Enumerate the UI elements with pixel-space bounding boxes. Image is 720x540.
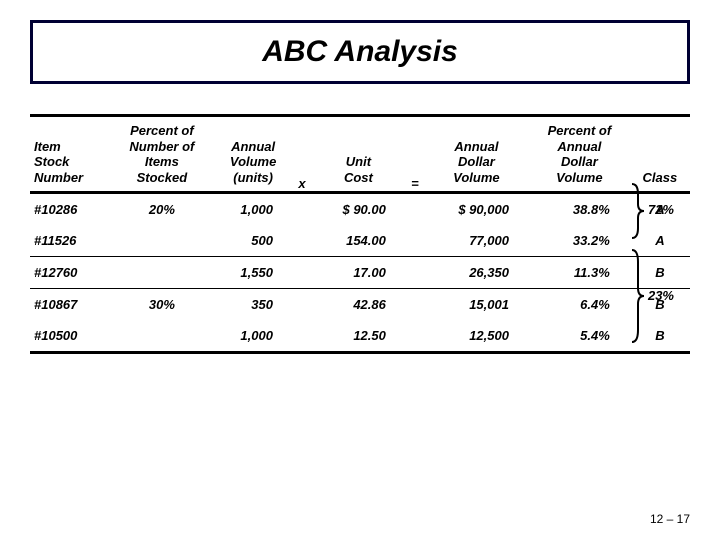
cell-x: [293, 193, 311, 226]
cell-volume: 1,550: [213, 257, 293, 289]
cell-pct-items: [110, 225, 213, 257]
cell-unit-cost: 42.86: [311, 289, 406, 321]
cell-x: [293, 257, 311, 289]
table-row: #10286 20% 1,000 $ 90.00 $ 90,000 38.8% …: [30, 193, 690, 226]
cell-pct-items: [110, 257, 213, 289]
cell-pct-items: [110, 320, 213, 353]
page-footer: 12 – 17: [650, 512, 690, 526]
cell-pct-dollar: 6.4%: [529, 289, 630, 321]
cell-stock: #10286: [30, 193, 110, 226]
cell-dollar-vol: 77,000: [424, 225, 529, 257]
cell-dollar-vol: 12,500: [424, 320, 529, 353]
table-wrap: ItemStockNumber Percent ofNumber ofItems…: [30, 114, 690, 354]
bracket-23-label: 23%: [648, 288, 674, 303]
cell-dollar-vol: 26,350: [424, 257, 529, 289]
cell-dollar-vol: 15,001: [424, 289, 529, 321]
cell-eq: [406, 257, 424, 289]
cell-eq: [406, 289, 424, 321]
cell-eq: [406, 193, 424, 226]
cell-stock: #10867: [30, 289, 110, 321]
table-row: #10867 30% 350 42.86 15,001 6.4% B: [30, 289, 690, 321]
table-row: #10500 1,000 12.50 12,500 5.4% B: [30, 320, 690, 353]
cell-unit-cost: 154.00: [311, 225, 406, 257]
cell-pct-dollar: 11.3%: [529, 257, 630, 289]
col-dollar-vol: AnnualDollarVolume: [424, 116, 529, 193]
col-x: x: [293, 116, 311, 193]
col-stock: ItemStockNumber: [30, 116, 110, 193]
bracket-72-label: 72%: [648, 202, 674, 217]
cell-unit-cost: 12.50: [311, 320, 406, 353]
cell-stock: #12760: [30, 257, 110, 289]
cell-x: [293, 320, 311, 353]
cell-volume: 1,000: [213, 320, 293, 353]
cell-pct-items: 30%: [110, 289, 213, 321]
bracket-72: [630, 182, 644, 243]
col-pct-dollar: Percent ofAnnualDollarVolume: [529, 116, 630, 193]
header-row: ItemStockNumber Percent ofNumber ofItems…: [30, 116, 690, 193]
cell-volume: 500: [213, 225, 293, 257]
col-volume: AnnualVolume(units): [213, 116, 293, 193]
cell-pct-dollar: 5.4%: [529, 320, 630, 353]
cell-volume: 1,000: [213, 193, 293, 226]
col-eq: =: [406, 116, 424, 193]
abc-table: ItemStockNumber Percent ofNumber ofItems…: [30, 114, 690, 354]
cell-dollar-vol: $ 90,000: [424, 193, 529, 226]
cell-eq: [406, 320, 424, 353]
cell-x: [293, 289, 311, 321]
cell-stock: #10500: [30, 320, 110, 353]
table-row: #11526 500 154.00 77,000 33.2% A: [30, 225, 690, 257]
title-box: ABC Analysis: [30, 20, 690, 84]
cell-x: [293, 225, 311, 257]
col-unit-cost: UnitCost: [311, 116, 406, 193]
cell-pct-items: 20%: [110, 193, 213, 226]
cell-unit-cost: 17.00: [311, 257, 406, 289]
page-title: ABC Analysis: [41, 35, 679, 69]
cell-stock: #11526: [30, 225, 110, 257]
cell-volume: 350: [213, 289, 293, 321]
cell-unit-cost: $ 90.00: [311, 193, 406, 226]
cell-pct-dollar: 38.8%: [529, 193, 630, 226]
bracket-23: [630, 248, 644, 347]
cell-pct-dollar: 33.2%: [529, 225, 630, 257]
col-pct-items: Percent ofNumber ofItemsStocked: [110, 116, 213, 193]
table-row: #12760 1,550 17.00 26,350 11.3% B: [30, 257, 690, 289]
cell-eq: [406, 225, 424, 257]
